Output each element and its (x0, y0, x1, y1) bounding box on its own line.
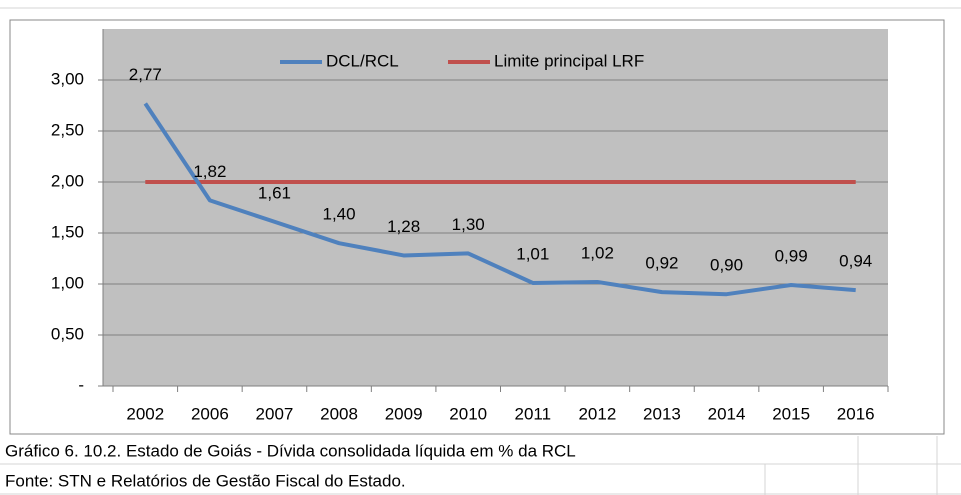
y-tick-label: 2,00 (51, 171, 84, 190)
series-line (143, 102, 856, 297)
x-tick-label: 2016 (837, 404, 875, 423)
data-label: 1,61 (258, 183, 291, 202)
y-tick-label: 2,50 (51, 120, 84, 139)
data-label: 1,30 (452, 215, 485, 234)
source: Fonte: STN e Relatórios de Gestão Fiscal… (5, 471, 406, 490)
data-label: 1,28 (387, 217, 420, 236)
x-tick-label: 2010 (449, 404, 487, 423)
data-label: 0,99 (775, 247, 808, 266)
y-tick-label: 0,50 (51, 324, 84, 343)
x-tick-label: 2012 (578, 404, 616, 423)
x-tick-label: 2006 (191, 404, 229, 423)
y-tick-label: 1,50 (51, 222, 84, 241)
x-tick-label: 2014 (708, 404, 746, 423)
legend-label: DCL/RCL (326, 51, 399, 70)
data-label: 2,77 (129, 65, 162, 84)
data-label: 1,01 (516, 244, 549, 263)
data-label: 0,92 (645, 254, 678, 273)
caption: Gráfico 6. 10.2. Estado de Goiás - Dívid… (5, 441, 576, 460)
y-tick-label: 1,00 (51, 273, 84, 292)
y-tick-label: 3,00 (51, 69, 84, 88)
x-tick-label: 2013 (643, 404, 681, 423)
x-tick-label: 2007 (256, 404, 294, 423)
data-label: 0,90 (710, 256, 743, 275)
y-tick-label: - (78, 375, 84, 394)
x-tick-label: 2011 (515, 404, 552, 423)
x-tick-label: 2015 (772, 404, 810, 423)
data-label: 1,40 (322, 205, 355, 224)
x-tick-label: 2008 (320, 404, 358, 423)
x-tick-label: 2002 (126, 404, 164, 423)
data-label: 1,02 (581, 243, 614, 262)
data-label: 0,94 (839, 252, 872, 271)
legend-label: Limite principal LRF (494, 51, 644, 70)
data-label: 1,82 (193, 162, 226, 181)
plot-area (103, 29, 888, 386)
x-tick-label: 2009 (385, 404, 423, 423)
